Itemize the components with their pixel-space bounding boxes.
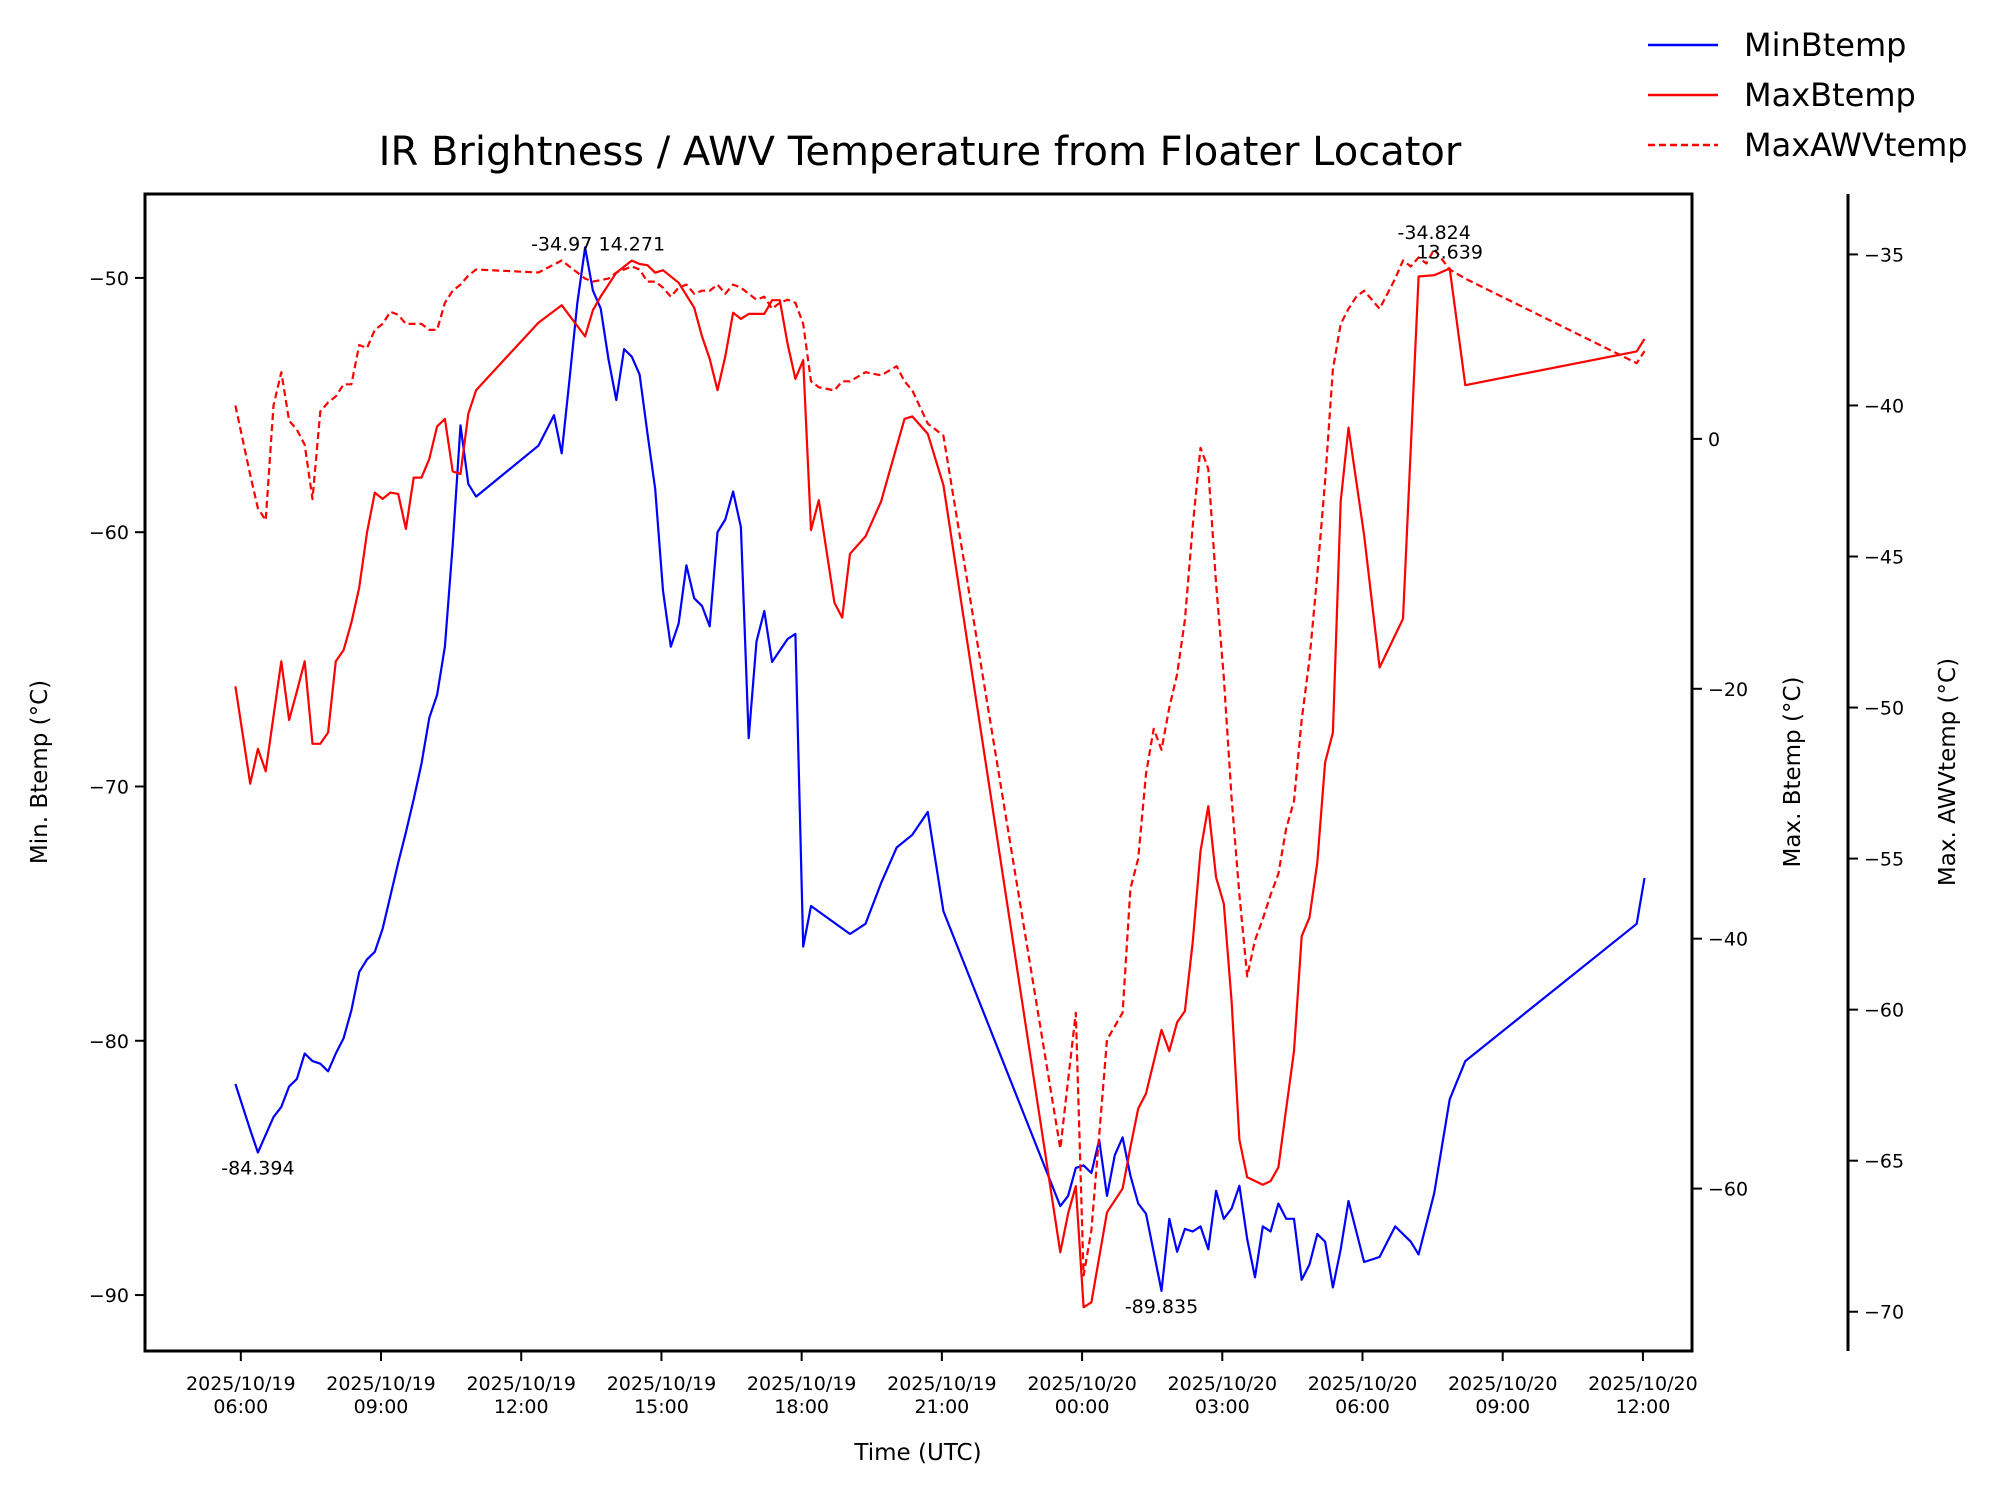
x-tick-label-time: 21:00 <box>914 1396 969 1418</box>
x-tick-label-time: 09:00 <box>1475 1396 1530 1418</box>
x-tick-label-time: 06:00 <box>213 1396 268 1418</box>
y-tick-label: −60 <box>1864 1000 1904 1022</box>
series-line-maxawvtemp <box>234 248 1646 1277</box>
chart-title: IR Brightness / AWV Temperature from Flo… <box>379 129 1462 175</box>
y-tick-label: −60 <box>89 522 129 544</box>
y-axis-label-max-awvtemp: Max. AWVtemp (°C) <box>1935 658 1961 886</box>
x-tick-label-date: 2025/10/20 <box>1027 1373 1137 1395</box>
legend-label-maxbtemp: MaxBtemp <box>1744 76 1916 114</box>
x-tick-label-date: 2025/10/20 <box>1308 1373 1418 1395</box>
y-tick-label: −90 <box>89 1285 129 1307</box>
y-axis-min-btemp: −50 −60 −70 −80 −90 <box>89 268 145 1307</box>
y-axis-max-awvtemp: −35 −40 −45 −50 −55 −60 −65 −70 <box>1848 244 1904 1324</box>
x-axis: 2025/10/1906:002025/10/1909:002025/10/19… <box>186 1351 1698 1418</box>
y-axis-label-min-btemp: Min. Btemp (°C) <box>27 680 53 864</box>
data-label: -84.394 <box>221 1158 294 1180</box>
x-tick-label-time: 09:00 <box>354 1396 409 1418</box>
x-tick-label-date: 2025/10/20 <box>1588 1373 1698 1395</box>
y-tick-label: −65 <box>1864 1151 1904 1173</box>
y-tick-label: −50 <box>89 268 129 290</box>
x-tick-label-date: 2025/10/20 <box>1448 1373 1558 1395</box>
x-tick-label-time: 00:00 <box>1055 1396 1110 1418</box>
x-tick-label-date: 2025/10/19 <box>887 1373 997 1395</box>
legend: MinBtemp MaxBtemp MaxAWVtemp <box>1648 26 1968 164</box>
x-tick-label-time: 15:00 <box>634 1396 689 1418</box>
data-label: -89.835 <box>1125 1296 1198 1318</box>
y-tick-label: −70 <box>89 776 129 798</box>
y-tick-label: −40 <box>1864 395 1904 417</box>
series-line-maxbtemp <box>234 259 1646 1309</box>
y-tick-label: −70 <box>1864 1302 1904 1324</box>
x-tick-label-time: 12:00 <box>494 1396 549 1418</box>
y-tick-label: −80 <box>89 1031 129 1053</box>
y-tick-label: −20 <box>1708 679 1748 701</box>
x-axis-label: Time (UTC) <box>853 1440 981 1466</box>
x-tick-label-time: 03:00 <box>1195 1396 1250 1418</box>
x-tick-label-date: 2025/10/19 <box>747 1373 857 1395</box>
x-tick-label-time: 06:00 <box>1335 1396 1390 1418</box>
series-line-minbtemp <box>234 246 1646 1292</box>
data-label: -34.824 <box>1398 222 1471 244</box>
x-tick-label-date: 2025/10/19 <box>326 1373 436 1395</box>
y-tick-label: 0 <box>1708 429 1720 451</box>
legend-label-maxawvtemp: MaxAWVtemp <box>1744 126 1968 164</box>
y-tick-label: −35 <box>1864 244 1904 266</box>
plot-frame <box>143 192 1694 1353</box>
y-axis-label-max-btemp: Max. Btemp (°C) <box>1780 677 1806 868</box>
x-tick-label-date: 2025/10/19 <box>607 1373 717 1395</box>
y-tick-label: −50 <box>1864 698 1904 720</box>
y-tick-label: −55 <box>1864 849 1904 871</box>
y-axis-max-btemp: 0 −20 −40 −60 <box>1692 429 1748 1201</box>
x-tick-label-time: 18:00 <box>774 1396 829 1418</box>
data-label: 14.271 <box>599 234 665 256</box>
x-tick-label-date: 2025/10/19 <box>186 1373 296 1395</box>
y-tick-label: −45 <box>1864 547 1904 569</box>
y-tick-label: −40 <box>1708 929 1748 951</box>
x-tick-label-time: 12:00 <box>1616 1396 1671 1418</box>
x-tick-label-date: 2025/10/19 <box>466 1373 576 1395</box>
data-label: -34.97 <box>531 234 592 256</box>
x-tick-label-date: 2025/10/20 <box>1168 1373 1278 1395</box>
series-group <box>234 246 1646 1309</box>
legend-label-minbtemp: MinBtemp <box>1744 26 1906 64</box>
y-tick-label: −60 <box>1708 1179 1748 1201</box>
data-label: 13.639 <box>1416 242 1482 264</box>
